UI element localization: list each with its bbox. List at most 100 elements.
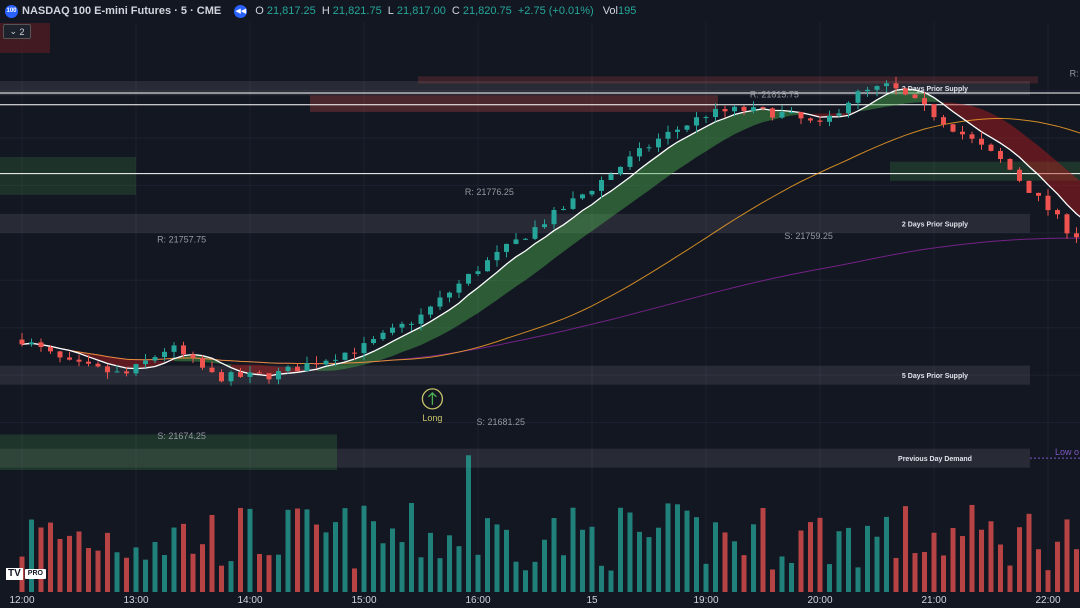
volume-bar (219, 565, 224, 592)
volume-bar (314, 524, 319, 592)
time-tick-label: 12:00 (9, 595, 34, 606)
volume-bar (86, 548, 91, 592)
ribbon-segment (744, 110, 754, 130)
zone-band (0, 365, 1030, 385)
candle-body (561, 208, 566, 210)
candle-body (808, 118, 813, 121)
candle-body (523, 238, 528, 240)
candle-body (266, 373, 272, 380)
candle-body (380, 332, 386, 340)
symbol-title[interactable]: NASDAQ 100 E-mini Futures · 5 · CME (22, 5, 222, 17)
pro-badge: PRO (24, 569, 46, 579)
candle-body (646, 147, 652, 149)
ribbon-segment (554, 224, 564, 259)
volume-bar (884, 516, 889, 592)
time-tick-label: 20:00 (807, 595, 832, 606)
volume-bar (247, 508, 253, 592)
low-value: 21,817.00 (396, 5, 446, 17)
candle-body (893, 83, 899, 89)
volume-layer (19, 455, 1079, 592)
volume-bar (893, 557, 899, 592)
ribbon-segment (516, 250, 526, 287)
volume-bar (656, 527, 661, 592)
candle-body (941, 117, 946, 125)
supply-zone-red (310, 95, 718, 112)
candle-body (513, 239, 519, 244)
candle-body (437, 297, 443, 307)
volume-bar (836, 531, 842, 592)
candle-body (485, 260, 490, 272)
volume-bar (1074, 549, 1079, 592)
candle-body (1036, 192, 1041, 196)
ribbon-segment (88, 353, 98, 361)
volume-bar (238, 507, 243, 592)
ribbon-segment (402, 331, 412, 353)
ribbon-segment (544, 230, 554, 267)
candle-body (276, 371, 281, 380)
candle-body (789, 112, 794, 114)
candle-body (836, 113, 842, 116)
volume-bar (456, 546, 462, 592)
candle-body (1045, 195, 1051, 211)
volume-bar (684, 510, 690, 592)
long-signal-marker: Long (421, 388, 444, 423)
time-tick-label: 14:00 (237, 595, 262, 606)
volume-bar (105, 532, 110, 592)
candle-body (865, 89, 870, 92)
ribbon-segment (392, 336, 402, 357)
volume-bar (969, 504, 975, 592)
volume-bar (570, 507, 576, 592)
candle-body (504, 243, 509, 252)
level-label: R: 21757.75 (157, 234, 206, 244)
chart-header: 100 NASDAQ 100 E-mini Futures · 5 · CME … (0, 0, 636, 22)
ribbon-segment (734, 112, 744, 135)
ribbon-segment (563, 217, 573, 252)
candle-body (456, 283, 462, 293)
volume-bar (437, 558, 443, 592)
candle-body (67, 357, 72, 360)
ribbon-segment (1029, 138, 1039, 175)
candles-layer (19, 76, 1079, 386)
candle-body (950, 124, 956, 132)
candle-body (257, 372, 262, 374)
candle-body (285, 366, 291, 372)
volume-bar (447, 535, 452, 592)
level-label: S: 21674.25 (157, 431, 206, 441)
volume-bar (789, 562, 794, 592)
volume-bar (770, 569, 775, 592)
volume-bar (1036, 549, 1041, 592)
candle-body (247, 372, 253, 377)
ribbon-segment (1010, 124, 1020, 158)
candle-body (390, 327, 395, 333)
volume-bar (171, 527, 177, 592)
arrow-up-glyph (427, 391, 437, 405)
volume-bar (1007, 565, 1013, 592)
time-tick-label: 13:00 (123, 595, 148, 606)
candle-body (418, 314, 424, 324)
candle-body (599, 180, 604, 191)
time-axis: 12:00 13:00 14:00 15:00 16:00 15 19:00 20:00 21:… (9, 595, 1060, 606)
candle-body (133, 364, 139, 374)
zone-label: 2 Days Prior Supply (902, 221, 968, 228)
close-value: 21,820.75 (462, 5, 512, 17)
candle-body (428, 306, 433, 315)
ribbon-segment (117, 357, 127, 369)
indicator-toggle-button[interactable]: ⌄ 2 (3, 24, 31, 39)
candle-body (105, 366, 110, 373)
ribbon-segment (506, 256, 516, 294)
volume-bar (133, 547, 139, 592)
demand-zone-green-right (890, 161, 1080, 181)
volume-bar (1017, 527, 1022, 592)
volume-bar (646, 537, 652, 592)
replay-icon[interactable]: ◀◀ (234, 4, 248, 18)
candle-body (979, 138, 984, 145)
volume-bar (342, 508, 348, 592)
volume-bar (865, 525, 870, 592)
candle-body (57, 351, 63, 358)
candle-body (827, 115, 832, 122)
volume-bar (703, 563, 709, 592)
ribbon-segment (877, 94, 887, 109)
ribbon-segment (687, 131, 697, 164)
candle-body (1074, 233, 1079, 238)
